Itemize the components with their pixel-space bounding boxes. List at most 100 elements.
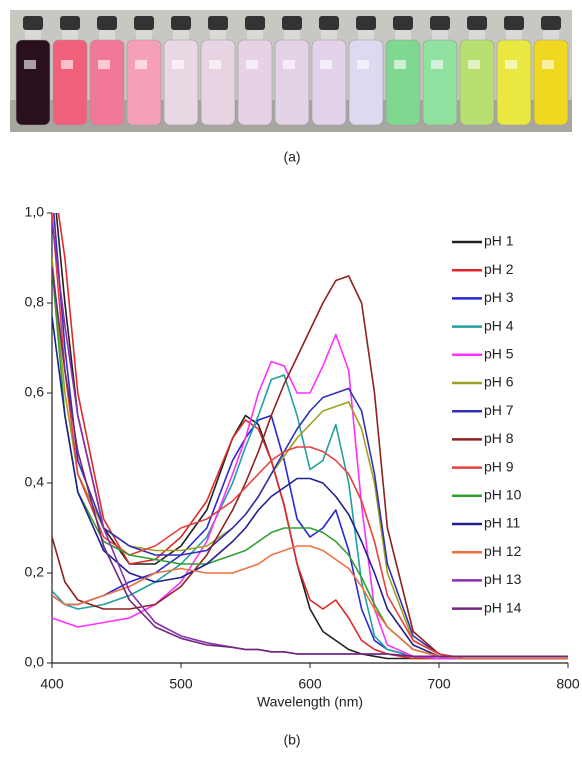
series-line [52, 266, 568, 658]
bottle-neck [543, 30, 559, 40]
bottle-neck [210, 30, 226, 40]
bottle [459, 39, 495, 126]
bottle-cap [319, 16, 339, 30]
legend-label: pH 8 [484, 430, 514, 446]
y-tick-label: 0,0 [25, 654, 45, 670]
bottle [533, 39, 569, 126]
bottle [52, 39, 88, 126]
legend-label: pH 5 [484, 346, 514, 362]
bottle-label [320, 60, 332, 69]
bottle-neck [25, 30, 41, 40]
bottle-cap [356, 16, 376, 30]
bottle-cap [430, 16, 450, 30]
bottle-label [283, 60, 295, 69]
series-line [52, 545, 568, 660]
bottle-neck [469, 30, 485, 40]
bottle [15, 39, 51, 126]
legend-label: pH 13 [484, 571, 522, 587]
series-line [52, 275, 568, 660]
legend-label: pH 10 [484, 487, 522, 503]
bottle [163, 39, 199, 126]
bottle-neck [432, 30, 448, 40]
bottle [385, 39, 421, 126]
bottle-cap [541, 16, 561, 30]
bottle-cap [467, 16, 487, 30]
bottle-label [542, 60, 554, 69]
bottle-label [24, 60, 36, 69]
x-tick-label: 500 [169, 676, 193, 692]
legend-label: pH 1 [484, 233, 514, 249]
bottle-label [172, 60, 184, 69]
bottle-cap [245, 16, 265, 30]
panel-label: (b) [283, 732, 300, 748]
legend-label: pH 2 [484, 261, 514, 277]
bottle-neck [506, 30, 522, 40]
series-line [52, 316, 568, 660]
bottle [126, 39, 162, 126]
x-tick-label: 400 [40, 676, 64, 692]
bottle-neck [395, 30, 411, 40]
y-tick-label: 0,4 [25, 474, 45, 490]
bottle-cap [97, 16, 117, 30]
bottle-cap [208, 16, 228, 30]
bottle-label [357, 60, 369, 69]
bottle [274, 39, 310, 126]
bottle-label [394, 60, 406, 69]
legend-label: pH 6 [484, 374, 514, 390]
bottle [311, 39, 347, 126]
bottle-neck [284, 30, 300, 40]
bottle [237, 39, 273, 126]
y-tick-label: 1,0 [25, 204, 45, 220]
bottle-neck [321, 30, 337, 40]
bottle [200, 39, 236, 126]
bottle-label [246, 60, 258, 69]
series-line [57, 213, 568, 660]
bottle-cap [23, 16, 43, 30]
bottle-cap [134, 16, 154, 30]
series-line [53, 213, 568, 660]
bottle-neck [99, 30, 115, 40]
bottle-cap [282, 16, 302, 30]
y-tick-label: 0,6 [25, 384, 45, 400]
legend-label: pH 7 [484, 402, 514, 418]
series-line [52, 213, 568, 660]
bottle-label [135, 60, 147, 69]
bottle [348, 39, 384, 126]
bottle [422, 39, 458, 126]
bottle-photo [10, 10, 572, 132]
legend-label: pH 9 [484, 458, 514, 474]
y-tick-label: 0,2 [25, 564, 45, 580]
bottle-cap [60, 16, 80, 30]
bottle-neck [358, 30, 374, 40]
bottle-neck [247, 30, 263, 40]
legend-label: pH 12 [484, 543, 522, 559]
bottle [496, 39, 532, 126]
x-tick-label: 700 [427, 676, 451, 692]
legend-label: pH 14 [484, 599, 522, 615]
bottle-neck [136, 30, 152, 40]
legend-label: pH 11 [484, 515, 521, 531]
bottle-label [468, 60, 480, 69]
bottle-label [61, 60, 73, 69]
bottle-label [98, 60, 110, 69]
bottle-cap [393, 16, 413, 30]
series-line [52, 414, 568, 660]
bottle-label [431, 60, 443, 69]
bottle-neck [173, 30, 189, 40]
x-tick-label: 800 [556, 676, 580, 692]
x-tick-label: 600 [298, 676, 322, 692]
x-axis-label: Wavelength (nm) [257, 694, 363, 710]
bottle-neck [62, 30, 78, 40]
bottle-cap [504, 16, 524, 30]
series-line [52, 333, 568, 660]
bottle [89, 39, 125, 126]
bottle-label [505, 60, 517, 69]
legend-label: pH 4 [484, 317, 514, 333]
bottle-cap [171, 16, 191, 30]
legend-label: pH 3 [484, 289, 514, 305]
y-tick-label: 0,8 [25, 294, 45, 310]
bottle-label [209, 60, 221, 69]
plot-area [52, 213, 568, 660]
panel-label: (a) [283, 149, 300, 165]
